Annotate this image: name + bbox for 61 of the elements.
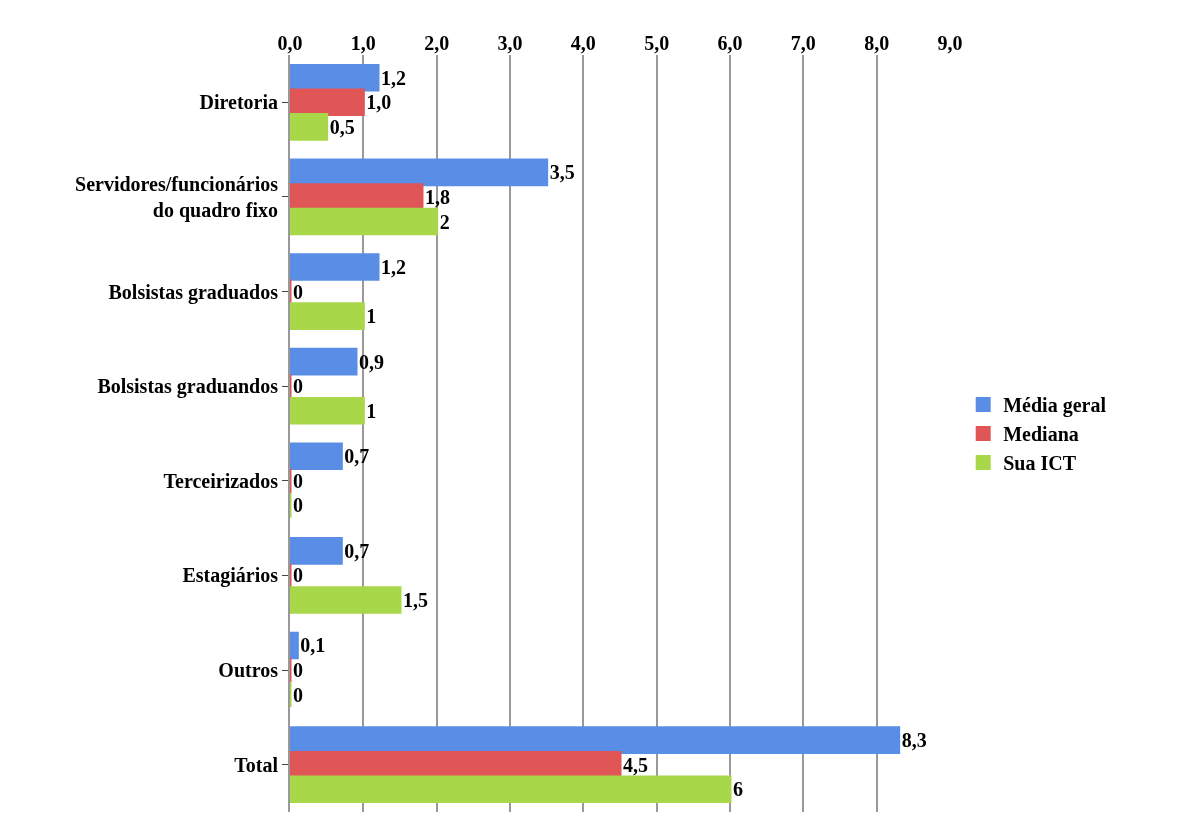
- bar: [290, 537, 343, 565]
- bar: [290, 183, 424, 211]
- legend-label: Média geral: [1003, 394, 1107, 418]
- x-tick-label: 0,0: [277, 32, 303, 54]
- data-label: 0,7: [344, 445, 370, 468]
- data-label: 1: [366, 305, 377, 328]
- data-label: 0,5: [329, 115, 355, 138]
- bar: [290, 207, 439, 236]
- data-label: 0,7: [344, 539, 370, 562]
- data-label: 1,2: [381, 255, 406, 278]
- bar: [290, 158, 549, 187]
- legend-label: Mediana: [1003, 423, 1079, 446]
- data-label: 8,3: [901, 729, 927, 752]
- data-label: 0: [293, 375, 303, 398]
- data-label: 1: [366, 399, 377, 422]
- data-label: 0,9: [359, 350, 384, 373]
- data-label: 1,8: [425, 185, 450, 208]
- data-label: 4,5: [623, 753, 648, 776]
- y-tick-label: Bolsistas graduados: [108, 280, 279, 304]
- bar: [290, 726, 901, 754]
- bar: [290, 631, 299, 660]
- y-tick-label: Total: [234, 753, 279, 776]
- data-label: 1,5: [403, 589, 428, 612]
- y-tick-label: Servidores/funcionários do quadro fixo: [75, 172, 279, 222]
- bar: [290, 442, 343, 471]
- legend-label: Sua ICT: [1003, 452, 1077, 475]
- bar: [290, 302, 365, 330]
- data-label: 1,2: [381, 66, 406, 89]
- y-tick-label: Bolsistas graduandos: [97, 375, 279, 399]
- x-tick-label: 9,0: [937, 32, 963, 54]
- data-label: 0,1: [300, 634, 326, 657]
- data-label: 0: [293, 469, 303, 492]
- x-tick-label: 5,0: [644, 32, 670, 54]
- y-tick-label: Terceirizados: [163, 469, 279, 492]
- bar: [290, 775, 732, 804]
- y-tick-label: Diretoria: [199, 91, 278, 114]
- bar: [290, 253, 380, 281]
- data-label: 3,5: [549, 161, 575, 184]
- bar: [290, 347, 358, 376]
- x-tick-label: 2,0: [424, 32, 450, 54]
- bar: [290, 586, 402, 614]
- bar: [290, 396, 365, 425]
- x-tick-label: 6,0: [717, 32, 743, 54]
- x-tick-label: 3,0: [497, 32, 523, 54]
- data-label: 1,0: [366, 91, 392, 114]
- data-label: 0: [293, 494, 303, 517]
- x-tick-label: 4,0: [570, 32, 596, 54]
- x-tick-label: 1,0: [350, 32, 376, 54]
- data-label: 0: [293, 564, 303, 587]
- data-label: 0: [293, 659, 303, 682]
- x-tick-label: 8,0: [864, 32, 890, 54]
- bar: [290, 63, 380, 92]
- y-tick-label: Outros: [218, 659, 279, 682]
- x-tick-label: 7,0: [790, 32, 816, 54]
- bar: [290, 88, 365, 117]
- data-label: 0: [293, 280, 303, 303]
- data-label: 6: [733, 778, 743, 801]
- data-label: 0: [293, 683, 303, 706]
- data-label: 2: [439, 210, 450, 233]
- y-tick-label: Estagiários: [182, 564, 279, 588]
- bar: [290, 113, 329, 141]
